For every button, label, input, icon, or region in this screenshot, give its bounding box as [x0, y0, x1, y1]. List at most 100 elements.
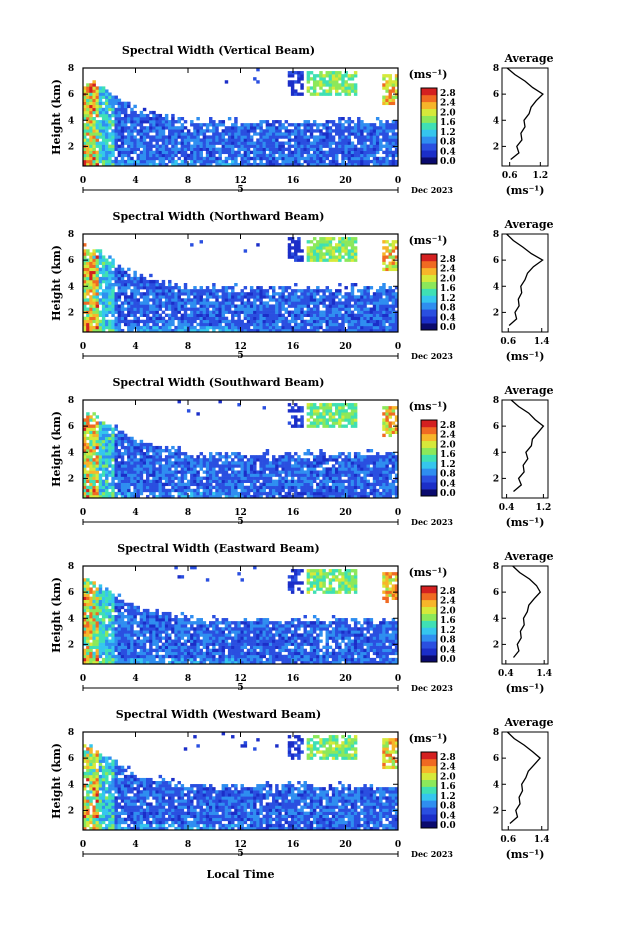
heatmap-cell	[347, 243, 352, 247]
heatmap-cell	[95, 258, 100, 262]
heatmap-cell	[133, 286, 137, 290]
heatmap-cell	[316, 455, 320, 459]
heatmap-cell	[218, 319, 222, 324]
heatmap-cell	[86, 485, 90, 490]
heatmap-cell	[215, 147, 219, 151]
heatmap-cell	[101, 424, 106, 428]
heatmap-cell	[114, 449, 118, 453]
heatmap-cell	[290, 289, 295, 293]
heatmap-cell	[164, 319, 169, 324]
heatmap-cell	[209, 464, 213, 468]
heatmap-cell	[344, 144, 348, 148]
heatmap-cell	[294, 132, 298, 136]
heatmap-cell	[319, 406, 323, 410]
heatmap-cell	[114, 107, 118, 112]
heatmap-cell	[224, 491, 229, 496]
heatmap-cell	[316, 144, 320, 148]
heatmap-cell	[177, 316, 181, 321]
heatmap-cell	[83, 95, 87, 99]
heatmap-cell	[306, 418, 311, 422]
heatmap-cell	[161, 283, 166, 287]
heatmap-cell	[123, 482, 128, 487]
heatmap-cell	[168, 132, 172, 136]
heatmap-cell	[111, 476, 115, 480]
heatmap-cell	[268, 491, 273, 496]
heatmap-cell	[105, 476, 109, 480]
heatmap-cell	[199, 298, 203, 302]
heatmap-cell	[243, 135, 248, 139]
heatmap-cell	[209, 310, 213, 314]
heatmap-cell	[177, 494, 181, 499]
heatmap-cell	[108, 120, 112, 124]
heatmap-cell	[209, 458, 213, 462]
heatmap-cell	[114, 132, 118, 136]
heatmap-cell	[174, 295, 178, 299]
heatmap-cell	[253, 325, 257, 330]
heatmap-cell	[350, 255, 355, 259]
heatmap-cell	[309, 485, 314, 490]
heatmap-cell	[391, 292, 396, 296]
heatmap-cell	[218, 310, 222, 314]
heatmap-cell	[136, 316, 140, 321]
heatmap-cell	[133, 442, 137, 447]
heatmap-cell	[212, 156, 216, 161]
heatmap-cell	[278, 298, 282, 302]
heatmap-cell	[312, 464, 317, 468]
heatmap-cell	[297, 162, 301, 167]
heatmap-cell	[391, 316, 396, 321]
heatmap-cell	[249, 310, 254, 314]
colorbar-tick-label: 0.8	[440, 304, 456, 314]
heatmap-cell	[391, 159, 396, 164]
heatmap-cell	[120, 153, 125, 158]
heatmap-cell	[111, 153, 115, 158]
heatmap-cell	[325, 150, 329, 155]
heatmap-cell	[350, 473, 355, 477]
heatmap-cell	[83, 162, 87, 167]
heatmap-cell	[92, 255, 96, 259]
heatmap-cell	[294, 135, 298, 139]
heatmap-cell	[256, 307, 260, 311]
colorbar-tick-label: 1.6	[440, 118, 456, 128]
heatmap-cell	[108, 150, 112, 155]
heatmap-cell	[372, 132, 377, 136]
heatmap-cell	[246, 162, 251, 167]
heatmap-cell	[265, 126, 270, 130]
heatmap-cell	[127, 449, 131, 453]
heatmap-cell	[344, 319, 348, 324]
heatmap-cell	[218, 153, 222, 158]
heatmap-cell	[164, 120, 169, 124]
heatmap-cell	[224, 126, 229, 130]
heatmap-cell	[306, 491, 311, 496]
heatmap-cell	[171, 289, 175, 293]
heatmap-cell	[149, 445, 153, 450]
heatmap-cell	[344, 491, 348, 496]
heatmap-cell	[312, 488, 317, 493]
heatmap-cell	[306, 144, 311, 148]
heatmap-cell	[262, 138, 266, 142]
heatmap-cell	[155, 117, 159, 121]
heatmap-cell	[117, 283, 122, 287]
heatmap-cell	[231, 147, 235, 151]
heatmap-cell	[117, 325, 122, 330]
heatmap-cell	[117, 449, 122, 453]
heatmap-cell	[347, 249, 352, 253]
heatmap-cell	[253, 464, 257, 468]
heatmap-cell	[249, 482, 254, 487]
heatmap-cell	[120, 276, 125, 281]
heatmap-cell	[101, 304, 106, 308]
heatmap-cell	[259, 141, 263, 145]
heatmap-cell	[105, 292, 109, 296]
heatmap-cell	[335, 421, 339, 425]
heatmap-cell	[268, 304, 273, 308]
heatmap-cell	[127, 479, 131, 483]
heatmap-cell	[168, 301, 172, 305]
heatmap-cell	[331, 123, 336, 127]
heatmap-cell	[297, 470, 301, 474]
heatmap-cell	[183, 159, 188, 164]
heatmap-cell	[290, 406, 295, 410]
heatmap-cell	[335, 403, 339, 407]
heatmap-cell	[240, 319, 244, 324]
heatmap-cell	[123, 491, 128, 496]
heatmap-cell	[360, 159, 364, 164]
heatmap-cell	[127, 325, 131, 330]
